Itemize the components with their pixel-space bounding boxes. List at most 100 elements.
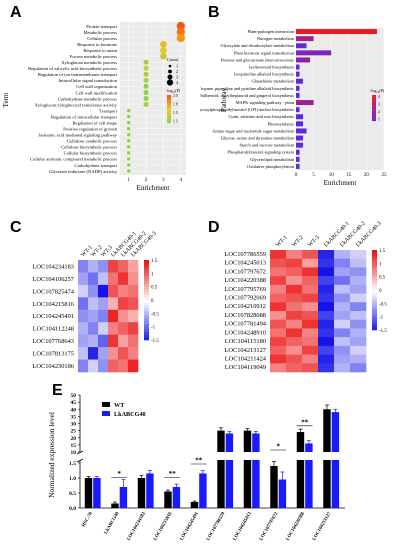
y-axis-label: Term: [2, 92, 10, 107]
gene-label: LOC107795769: [224, 286, 266, 293]
heatmap-cell: [98, 272, 109, 286]
expression-bar: [225, 433, 234, 452]
legend-p-swatch: [167, 114, 171, 117]
legend-p-swatch: [372, 98, 376, 101]
scale-swatch: [144, 318, 149, 322]
heatmap-cell: [78, 347, 89, 360]
scale-swatch: [144, 292, 149, 295]
heatmap-cell: [98, 322, 109, 335]
expression-bar-lower: [296, 460, 305, 508]
gene-label: LOC107828088: [224, 312, 266, 319]
panel-e-letter: E: [52, 382, 63, 399]
pathway-label: Cutin, suberine and wax biosynthesis: [229, 114, 295, 120]
pathway-bar: [296, 135, 304, 141]
heatmap-cell: [302, 293, 319, 303]
term-label: Transport: [99, 108, 117, 113]
heatmap-cell: [88, 309, 99, 323]
pathway-bar: [296, 57, 311, 63]
x-tick-label: LOC107797672: [259, 511, 280, 542]
pathway-label: Glyoxylate and dicarboxylate metabolism: [220, 43, 294, 48]
legend-p-swatch: [372, 102, 376, 105]
heatmap-cell: [118, 284, 129, 298]
expression-bar: [137, 478, 146, 508]
heatmap-cell: [88, 322, 99, 335]
heatmap-cell: [302, 302, 319, 312]
scale-swatch: [372, 290, 377, 293]
pathway-bar: [296, 71, 300, 77]
gene-label: LOC104115180: [225, 338, 266, 345]
y-tick-label: 1.5: [69, 461, 76, 467]
axis-break-mark: [76, 458, 84, 463]
scale-swatch: [144, 321, 149, 325]
legend-count-label: 1: [176, 64, 178, 69]
expression-bar: [323, 409, 331, 452]
heatmap-cell: [318, 276, 335, 286]
scale-swatch: [372, 314, 377, 317]
legend-p-tick: 2.0: [173, 94, 178, 98]
heatmap-cell: [128, 284, 139, 298]
pathway-label: Phosphatidylinositol signaling system: [227, 150, 294, 155]
gene-label: LOC104245491: [32, 313, 74, 320]
scale-swatch: [372, 319, 377, 323]
heatmap-cell: [88, 359, 99, 373]
term-label: Regulation of cell shape: [72, 120, 117, 125]
x-tick-label: 25: [382, 173, 388, 178]
heatmap-cell: [270, 302, 287, 312]
term-dot: [176, 33, 185, 43]
pathway-label: Pentose and glucuronate interconversions: [221, 57, 294, 62]
scale-swatch: [372, 316, 377, 320]
pathway-label: Glycerolipid metabolism: [250, 157, 294, 162]
scale-swatch: [144, 270, 149, 274]
gene-label: LOC104220388: [224, 277, 266, 284]
gene-label: LOC104210912: [224, 303, 266, 310]
heatmap-cell: [286, 267, 303, 277]
heatmap-cell: [350, 328, 367, 338]
heatmap-cell: [78, 322, 89, 335]
term-label: Cellular aromatic compound metabolic pro…: [30, 157, 117, 162]
scale-swatch: [144, 334, 149, 338]
scale-tick: -1.5: [151, 339, 159, 344]
term-dot: [126, 169, 131, 173]
axis-break-mark: [76, 450, 84, 455]
pathway-label: Oxidative phosphorylation: [247, 164, 295, 169]
legend-p-swatch: [167, 100, 171, 103]
gene-label: LOC104211424: [225, 355, 267, 362]
term-label: Carbohydrate metabolic process: [58, 96, 117, 101]
panel-a: A Protein transport Metabolic process Cell…: [0, 0, 200, 200]
heatmap-cell: [270, 337, 287, 347]
gene-label: LOC107813175: [32, 351, 74, 358]
expression-bar: [296, 432, 305, 452]
scale-swatch: [144, 308, 149, 311]
scale-swatch: [144, 289, 149, 293]
scale-tick: -1: [379, 316, 384, 321]
heatmap-cell: [128, 309, 139, 323]
expression-bar-lower: [323, 460, 331, 508]
heatmap-cell: [334, 328, 351, 338]
heatmap-cell: [302, 337, 319, 347]
heatmap-cell: [286, 250, 303, 260]
heatmap-cell: [350, 302, 367, 312]
y-tick-label: 25: [71, 429, 77, 435]
legend-p-swatch: [167, 106, 171, 108]
gene-label: LOC104230186: [32, 363, 74, 370]
legend-p-swatch: [372, 109, 376, 111]
term-label: Cellular process: [87, 36, 117, 41]
pathway-label: MAPK signaling pathway - plant: [236, 100, 295, 105]
scale-swatch: [144, 297, 149, 301]
term-dot: [160, 40, 167, 48]
expression-bar: [190, 502, 199, 508]
expression-bar: [305, 443, 313, 452]
expression-bar: [84, 478, 93, 508]
y-axis-label: Pathway: [220, 87, 228, 112]
heatmap-cell: [318, 328, 335, 338]
scale-swatch: [372, 282, 377, 285]
heatmap-cell: [286, 337, 303, 347]
scale-tick: 1.5: [379, 249, 386, 254]
expression-bar: [199, 473, 207, 508]
legend-p-swatch: [167, 120, 171, 122]
heatmap-cell: [302, 363, 319, 373]
heatmap-cell: [350, 276, 367, 286]
heatmap-cell: [118, 272, 129, 286]
scale-swatch: [144, 260, 149, 263]
